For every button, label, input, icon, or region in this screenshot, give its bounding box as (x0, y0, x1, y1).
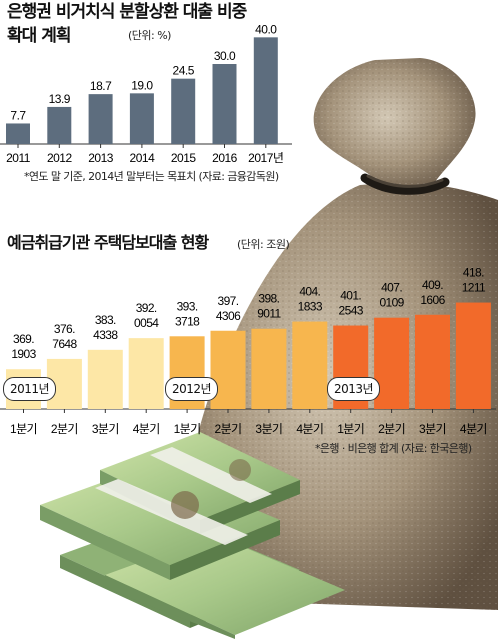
chart1-value-label: 7.7 (10, 108, 26, 122)
chart2-bar (87, 349, 123, 409)
money-bundle-icon (40, 432, 345, 639)
chart2-bar (374, 317, 410, 409)
chart2-bar (128, 338, 164, 409)
chart1-bar (88, 94, 113, 144)
chart2-value-label: 404. 1833 (298, 285, 323, 314)
chart1-title: 은행권 비거치식 분할상환 대출 비중확대 계획 (7, 2, 247, 46)
chart2-tick-label: 2분기 (51, 422, 78, 436)
chart2-tick-label: 1분기 (174, 422, 201, 436)
chart1-value-label: 30.0 (214, 49, 236, 63)
chart2-bar (210, 330, 246, 409)
chart1-tick-label: 2016 (212, 151, 238, 165)
chart2-tick-label: 2분기 (215, 422, 242, 436)
chart2-value-label: 397. 4306 (216, 294, 241, 323)
chart2-value-label: 383. 4338 (93, 313, 118, 342)
chart2-value-label: 393. 3718 (175, 299, 200, 328)
chart2-unit-label: (단위: 조원) (237, 238, 290, 251)
year-label-2011: 2011년 (3, 377, 57, 401)
chart2-value-label: 401. 2543 (339, 289, 364, 318)
chart2-bar (292, 321, 328, 409)
chart1-bar (212, 64, 237, 144)
chart2-value-label: 376. 7648 (52, 322, 77, 351)
chart1-note: *연도 말 기준, 2014년 말부터는 목표치 (자료: 금융감독원) (24, 170, 279, 183)
chart2-tick-label: 1분기 (337, 422, 364, 436)
chart2-tick-label: 2분기 (378, 422, 405, 436)
chart2-tick-label: 3분기 (92, 422, 119, 436)
chart1-unit-label: (단위: %) (128, 29, 171, 42)
chart2-tick-label: 3분기 (255, 422, 282, 436)
chart1-value-label: 19.0 (131, 78, 153, 92)
chart2-tick-label: 4분기 (133, 422, 160, 436)
chart1-tick-label: 2017년 (248, 151, 283, 165)
chart2-tick-label: 3분기 (419, 422, 446, 436)
chart1-tick-label: 2015 (171, 151, 197, 165)
chart1-tick-label: 2012 (47, 151, 73, 165)
year-label-2013: 2013년 (327, 377, 381, 401)
chart2-bar (455, 302, 491, 409)
chart2-value-label: 398. 9011 (257, 292, 281, 321)
chart1-bar (129, 93, 154, 144)
chart1-tick-label: 2014 (130, 151, 156, 165)
chart2-tick-label: 1분기 (10, 422, 37, 436)
year-label-2012: 2012년 (165, 377, 219, 401)
chart1-bar (171, 78, 196, 144)
chart1-value-label: 24.5 (173, 64, 195, 78)
chart2-value-label: 418. 1211 (462, 266, 486, 295)
chart2-bar (415, 314, 450, 409)
chart1-bar (6, 123, 30, 144)
chart2-tick-label: 4분기 (296, 422, 323, 436)
chart2-value-label: 409. 1606 (420, 278, 445, 307)
chart2-value-label: 392. 0054 (134, 301, 159, 330)
chart2-bar (251, 328, 287, 409)
chart2-title: 예금취급기관 주택담보대출 현황 (7, 233, 209, 252)
chart1-value-label: 18.7 (90, 79, 112, 93)
chart2-value-label: 369. 1903 (11, 332, 36, 361)
chart1-tick-label: 2011 (6, 151, 31, 165)
chart1-value-label: 40.0 (255, 22, 277, 36)
chart2-tick-label: 4분기 (460, 422, 487, 436)
chart2-value-label: 407. 0109 (379, 281, 404, 310)
chart2-note: *은행 · 비은행 합계 (자료: 한국은행) (315, 442, 472, 455)
chart1-bar (253, 37, 278, 145)
chart1-bar (47, 106, 72, 144)
chart1-value-label: 13.9 (49, 92, 71, 106)
chart1-tick-label: 2013 (88, 151, 114, 165)
